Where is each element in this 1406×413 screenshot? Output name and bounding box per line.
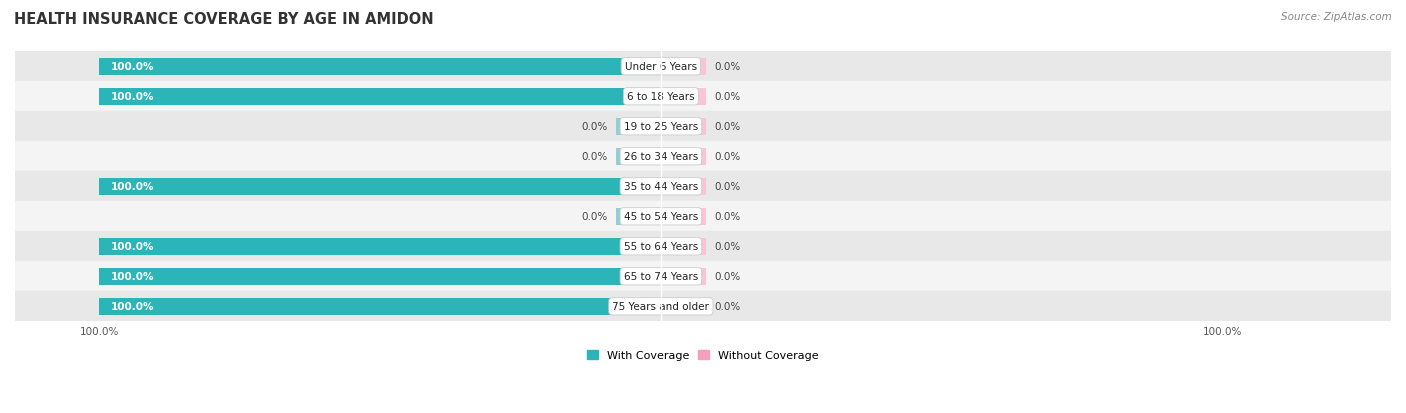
- Bar: [15, 232, 1391, 262]
- Text: 0.0%: 0.0%: [581, 212, 607, 222]
- Bar: [661, 298, 706, 315]
- Bar: [616, 148, 661, 166]
- Text: 19 to 25 Years: 19 to 25 Years: [624, 122, 697, 132]
- Text: 26 to 34 Years: 26 to 34 Years: [624, 152, 697, 162]
- Bar: [616, 208, 661, 225]
- Bar: [616, 118, 661, 135]
- Text: 65 to 74 Years: 65 to 74 Years: [624, 272, 697, 282]
- Bar: [15, 82, 1391, 112]
- Text: 100.0%: 100.0%: [111, 301, 155, 311]
- Bar: [661, 88, 706, 106]
- Text: 0.0%: 0.0%: [714, 212, 741, 222]
- Text: 0.0%: 0.0%: [714, 182, 741, 192]
- Text: HEALTH INSURANCE COVERAGE BY AGE IN AMIDON: HEALTH INSURANCE COVERAGE BY AGE IN AMID…: [14, 12, 433, 27]
- Bar: [661, 118, 706, 135]
- Text: 100.0%: 100.0%: [111, 242, 155, 252]
- Text: Under 6 Years: Under 6 Years: [624, 62, 697, 72]
- Legend: With Coverage, Without Coverage: With Coverage, Without Coverage: [582, 345, 824, 365]
- Bar: [100, 268, 661, 285]
- Bar: [15, 112, 1391, 142]
- Text: 35 to 44 Years: 35 to 44 Years: [624, 182, 697, 192]
- Text: 100.0%: 100.0%: [111, 272, 155, 282]
- Text: 100.0%: 100.0%: [111, 182, 155, 192]
- Bar: [15, 262, 1391, 292]
- Text: 55 to 64 Years: 55 to 64 Years: [624, 242, 697, 252]
- Bar: [661, 178, 706, 195]
- Text: 100.0%: 100.0%: [111, 62, 155, 72]
- Bar: [15, 52, 1391, 82]
- Bar: [661, 148, 706, 166]
- Bar: [100, 178, 661, 195]
- Text: 0.0%: 0.0%: [581, 152, 607, 162]
- Text: 0.0%: 0.0%: [714, 122, 741, 132]
- Text: 0.0%: 0.0%: [714, 62, 741, 72]
- Bar: [661, 208, 706, 225]
- Text: 100.0%: 100.0%: [111, 92, 155, 102]
- Bar: [15, 172, 1391, 202]
- Text: 0.0%: 0.0%: [714, 92, 741, 102]
- Text: Source: ZipAtlas.com: Source: ZipAtlas.com: [1281, 12, 1392, 22]
- Bar: [15, 292, 1391, 322]
- Bar: [15, 142, 1391, 172]
- Bar: [661, 238, 706, 255]
- Bar: [100, 88, 661, 106]
- Text: 0.0%: 0.0%: [714, 272, 741, 282]
- Text: 6 to 18 Years: 6 to 18 Years: [627, 92, 695, 102]
- Text: 0.0%: 0.0%: [581, 122, 607, 132]
- Bar: [100, 58, 661, 76]
- Text: 0.0%: 0.0%: [714, 242, 741, 252]
- Text: 0.0%: 0.0%: [714, 301, 741, 311]
- Bar: [661, 268, 706, 285]
- Bar: [100, 238, 661, 255]
- Bar: [100, 298, 661, 315]
- Bar: [661, 58, 706, 76]
- Text: 45 to 54 Years: 45 to 54 Years: [624, 212, 697, 222]
- Bar: [15, 202, 1391, 232]
- Text: 75 Years and older: 75 Years and older: [613, 301, 709, 311]
- Text: 0.0%: 0.0%: [714, 152, 741, 162]
